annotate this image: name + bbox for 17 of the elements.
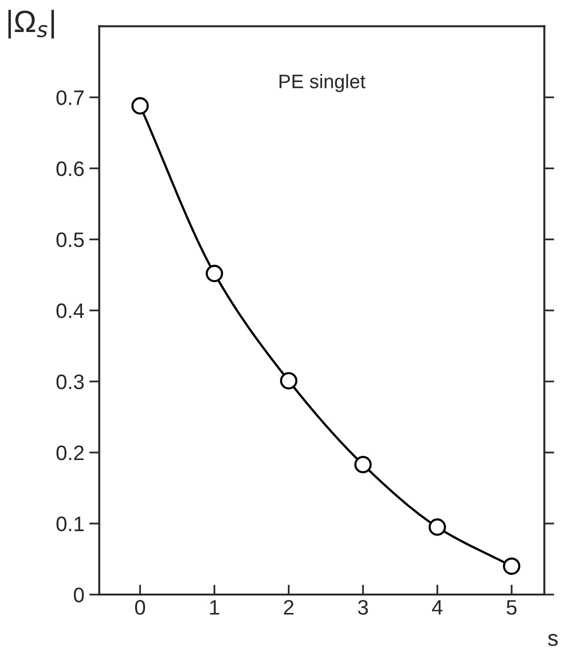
x-tick-label: 0: [135, 600, 146, 615]
x-tick-label: 4: [432, 600, 443, 615]
y-tick-label: 0.3: [56, 374, 84, 390]
y-tick-label: 0.5: [56, 232, 84, 248]
x-tick-label: 1: [210, 600, 220, 615]
x-tick-label: 5: [506, 600, 517, 615]
y-tick-label: 0.7: [56, 90, 84, 106]
y-tick-label: 0: [74, 588, 84, 602]
annotation: PE singlet: [280, 74, 366, 92]
x-tick-label: 2: [284, 600, 294, 615]
y-tick-label: 0.1: [56, 516, 84, 532]
y-tick-label: 0.4: [56, 303, 84, 318]
x-axis-title: s: [548, 634, 558, 646]
y-axis-title: |Ω$_{s}$|: [8, 10, 54, 38]
y-tick-label: 0.2: [56, 446, 84, 460]
y-tick-label: 0.6: [56, 161, 84, 176]
x-tick-label: 3: [358, 600, 368, 615]
